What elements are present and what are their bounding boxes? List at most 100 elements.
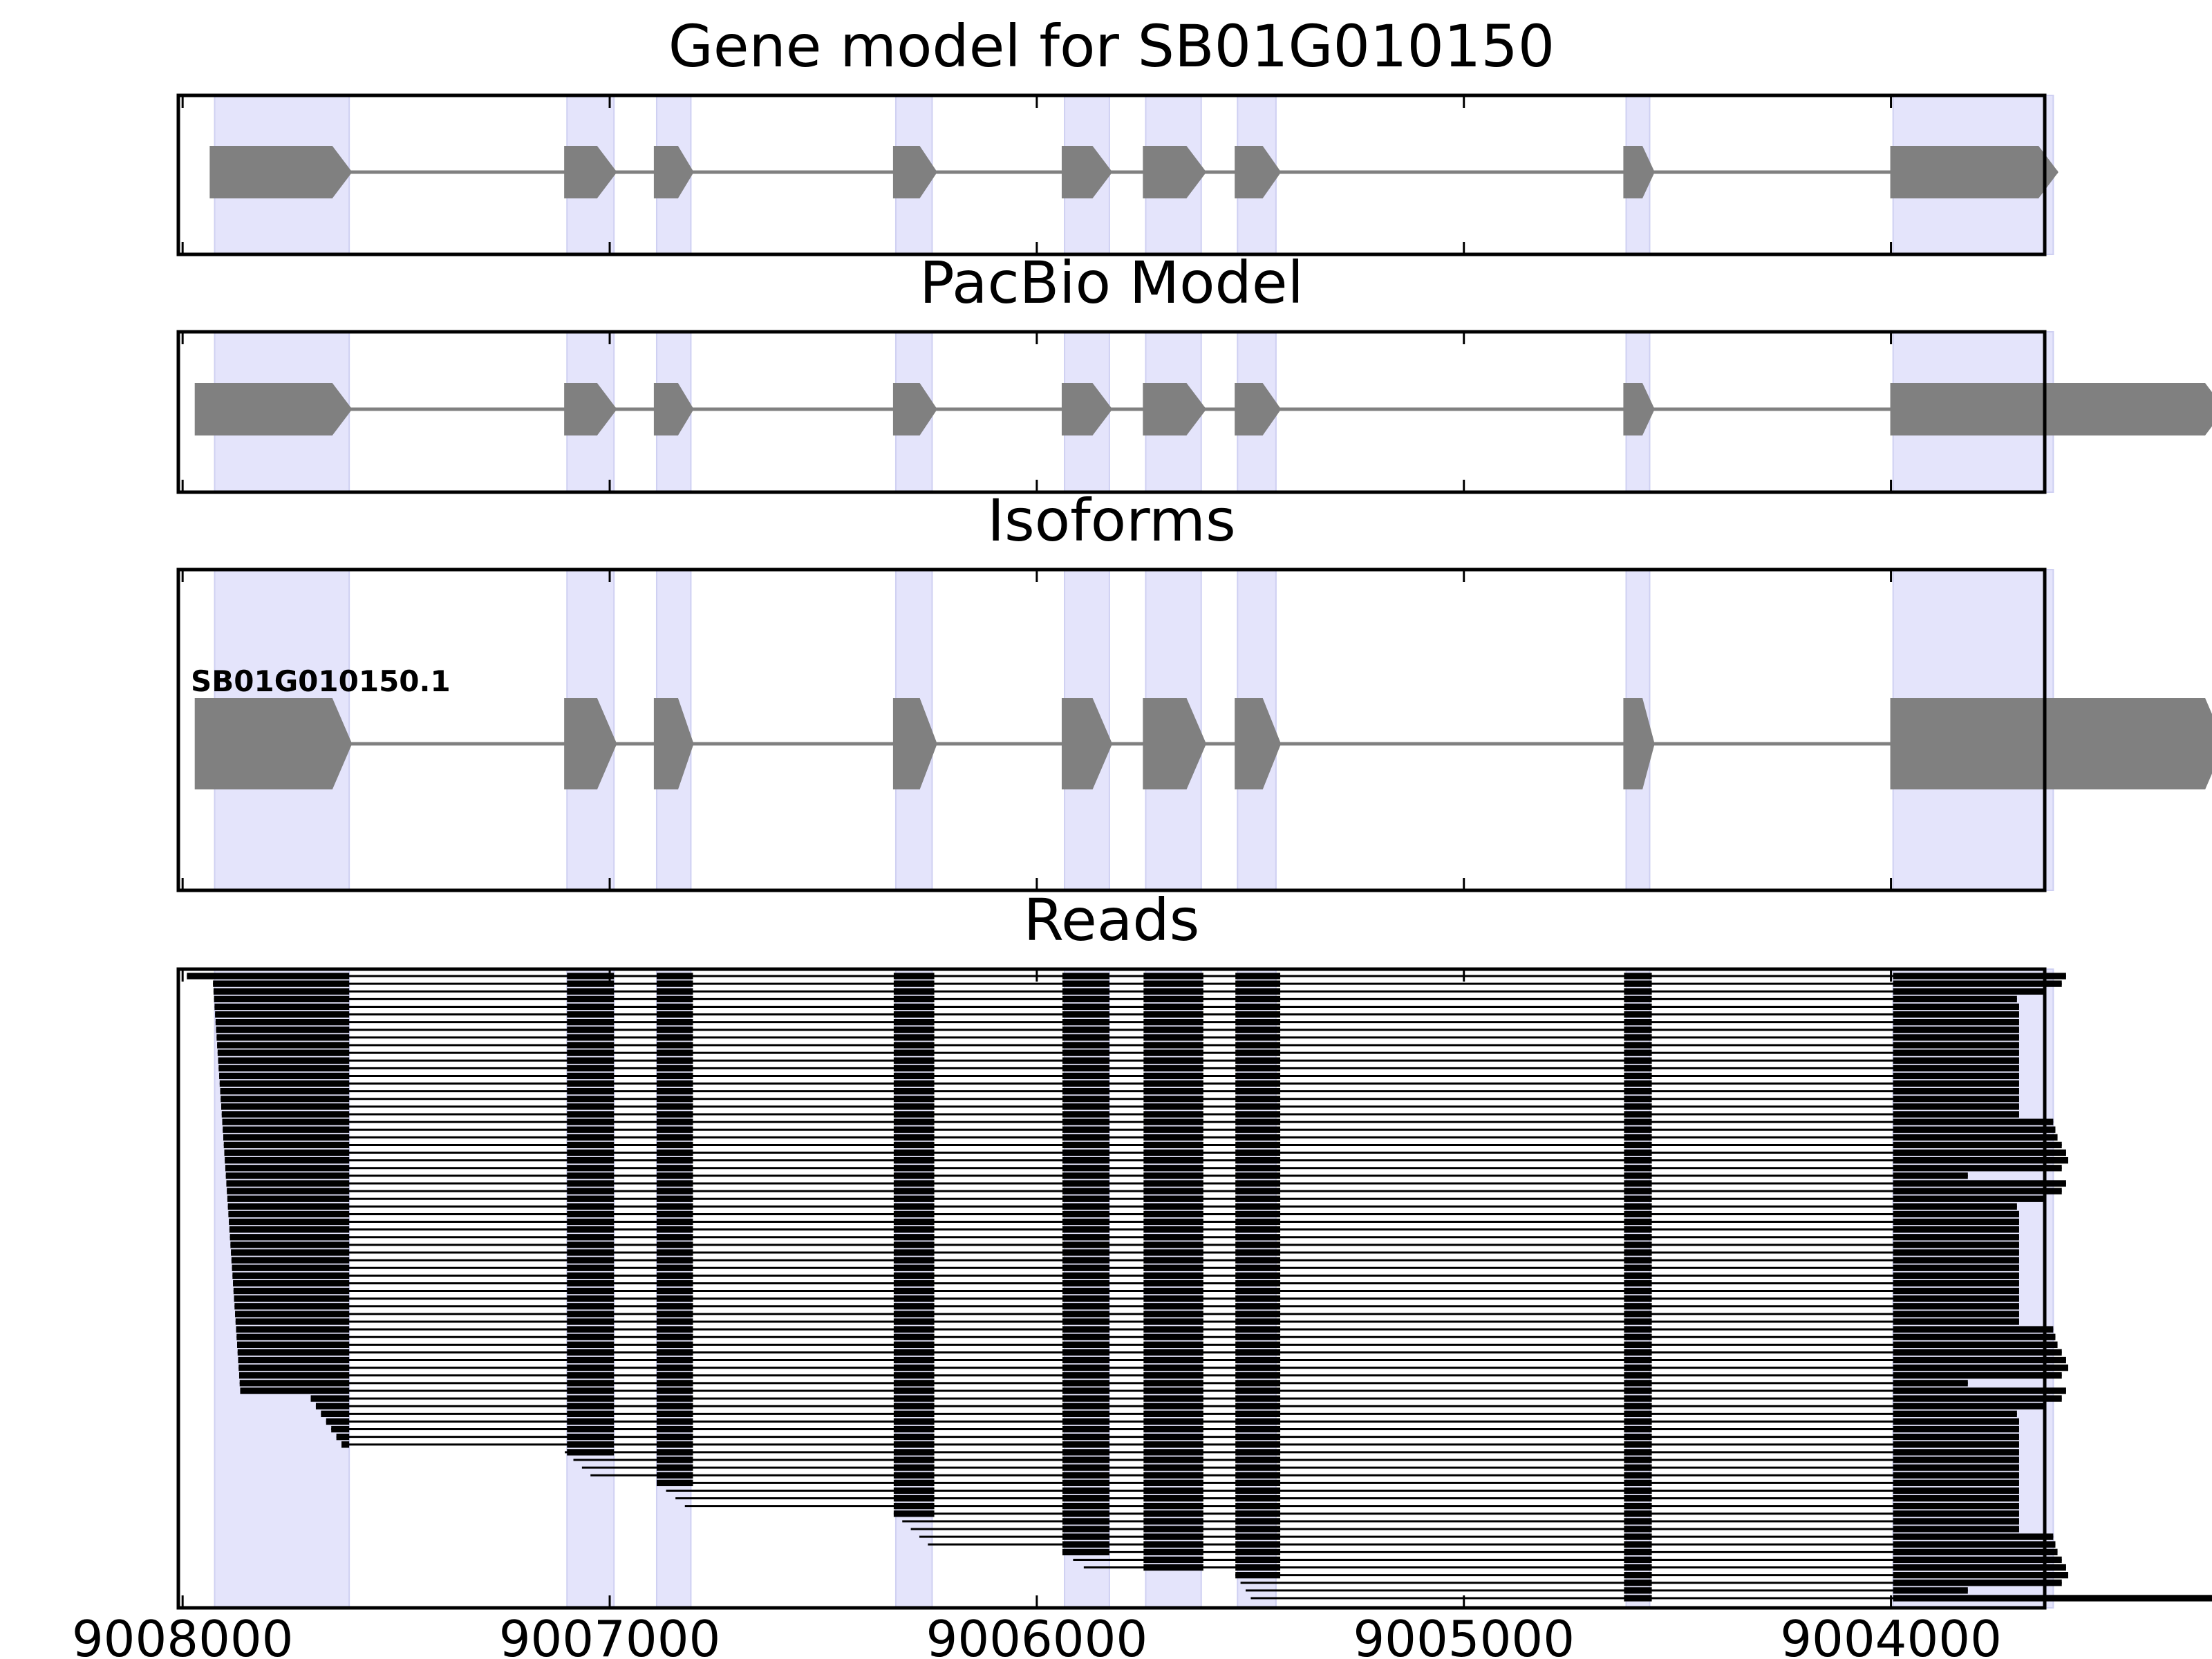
read-block	[1062, 1111, 1109, 1118]
read-block	[1624, 1494, 1652, 1502]
read-block	[1235, 988, 1281, 995]
read-block	[1235, 1548, 1281, 1555]
read-block	[1062, 1494, 1109, 1502]
read-block	[656, 1080, 693, 1087]
read-block	[893, 1472, 935, 1479]
read-block	[1143, 1356, 1203, 1364]
read-block	[1062, 1380, 1109, 1387]
read-block	[1143, 1510, 1203, 1517]
read-block	[1143, 1464, 1203, 1471]
read-block	[1235, 1395, 1281, 1402]
read-block	[1062, 1118, 1109, 1125]
read-block	[656, 1180, 693, 1187]
read-block	[1143, 1487, 1203, 1494]
read-block	[893, 1111, 935, 1118]
read-16	[220, 1088, 2019, 1095]
read-29	[227, 1188, 2062, 1194]
read-block	[656, 1303, 693, 1310]
read-block	[893, 1042, 935, 1049]
read-block	[1143, 1395, 1203, 1402]
panel-3: SB01G010150.1 Isoforms	[176, 487, 2212, 892]
read-block	[1624, 1526, 1652, 1533]
read-block	[1893, 1111, 2019, 1118]
read-block	[567, 1280, 615, 1287]
read-block	[1624, 995, 1652, 1002]
read-block	[893, 1118, 935, 1125]
read-block	[1143, 1503, 1203, 1510]
read-block	[1893, 1249, 2019, 1256]
read-block	[567, 1118, 615, 1125]
read-block	[214, 995, 350, 1002]
read-block	[893, 1441, 935, 1448]
read-block	[1062, 1356, 1109, 1364]
read-block	[1062, 1464, 1109, 1471]
panel-title: Reads	[1024, 886, 1200, 954]
read-block	[893, 1203, 935, 1210]
read-block	[1893, 1533, 2054, 1540]
read-10	[217, 1042, 2019, 1049]
read-block	[221, 1096, 350, 1103]
read-block	[232, 1264, 350, 1271]
read-block	[656, 1434, 693, 1441]
read-block	[1235, 1410, 1281, 1417]
read-block	[893, 995, 935, 1002]
read-31	[227, 1203, 2017, 1210]
read-block	[1062, 1372, 1109, 1379]
exon-9	[1890, 698, 2212, 789]
read-block	[1143, 1118, 1203, 1125]
read-block	[1062, 1418, 1109, 1425]
read-block	[893, 1218, 935, 1226]
read-block	[1893, 1456, 2019, 1463]
panel-frame	[176, 967, 2047, 1610]
read-block	[1893, 1141, 2062, 1149]
read-block	[893, 1434, 935, 1441]
read-block	[240, 1387, 350, 1394]
read-block	[1235, 1494, 1281, 1502]
read-56	[310, 1395, 2062, 1402]
x-tick-label: 9004000	[1780, 1610, 2002, 1659]
read-block	[893, 1264, 935, 1271]
read-block	[1062, 1303, 1109, 1310]
read-block	[1624, 1195, 1652, 1202]
exon-5	[1061, 383, 1113, 435]
read-block	[1143, 1126, 1203, 1133]
exon-6	[1143, 698, 1207, 789]
read-49	[237, 1341, 2058, 1348]
read-block	[1235, 1049, 1281, 1056]
read-block	[893, 1003, 935, 1011]
read-block	[1624, 1434, 1652, 1441]
read-block	[1143, 1434, 1203, 1441]
read-block	[893, 1341, 935, 1348]
x-tick-label: 9005000	[1353, 1610, 1575, 1659]
read-block	[1143, 1333, 1203, 1340]
read-block	[1893, 1333, 2056, 1340]
read-block	[1624, 1103, 1652, 1110]
read-19	[221, 1111, 2019, 1118]
read-block	[656, 1464, 693, 1471]
read-30	[227, 1195, 2045, 1202]
read-block	[1143, 1479, 1203, 1486]
read-block	[1143, 1349, 1203, 1356]
read-block	[217, 1042, 350, 1049]
read-block	[1624, 1118, 1652, 1125]
read-block	[893, 1103, 935, 1110]
read-block	[656, 1326, 693, 1333]
read-block	[567, 1165, 615, 1172]
read-block	[656, 1403, 693, 1409]
read-block	[1143, 1387, 1203, 1394]
read-block	[1624, 1111, 1652, 1118]
read-block	[1235, 1088, 1281, 1095]
read-71	[893, 1510, 2019, 1517]
read-block	[1624, 1533, 1652, 1540]
read-block	[1893, 1103, 2019, 1110]
read-block	[1143, 1318, 1203, 1325]
read-block	[1624, 1072, 1652, 1080]
read-block	[1235, 1487, 1281, 1494]
read-block	[341, 1441, 350, 1448]
read-block	[1143, 1034, 1203, 1041]
read-block	[227, 1203, 350, 1210]
read-block	[1893, 1318, 2019, 1325]
read-block	[1235, 1210, 1281, 1218]
read-block	[1624, 1257, 1652, 1264]
read-block	[1624, 1387, 1652, 1394]
